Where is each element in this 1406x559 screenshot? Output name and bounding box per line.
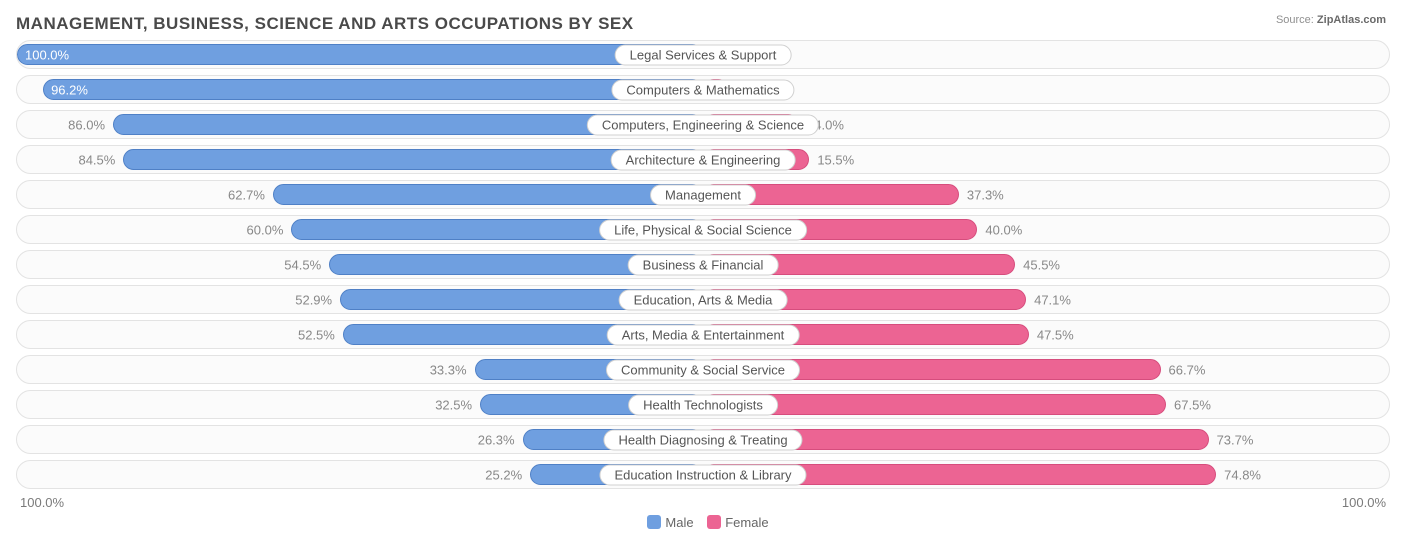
female-pct-label: 45.5% <box>1023 257 1060 272</box>
data-row: 25.2% 74.8% Education Instruction & Librar… <box>16 460 1390 489</box>
legend-male-label: Male <box>665 515 693 530</box>
chart-source: Source: ZipAtlas.com <box>1276 14 1386 26</box>
chart-area: 100.0%0.0%Legal Services & Support96.2%3… <box>16 40 1390 489</box>
male-pct-label: 96.2% <box>51 82 88 97</box>
female-pct-label: 47.5% <box>1037 327 1074 342</box>
category-label: Health Technologists <box>628 394 778 415</box>
category-label: Business & Financial <box>628 254 779 275</box>
female-pct-label: 47.1% <box>1034 292 1071 307</box>
male-bar <box>43 79 703 100</box>
male-pct-label: 62.7% <box>228 187 265 202</box>
data-row: 96.2%3.8%Computers & Mathematics <box>16 75 1390 104</box>
category-label: Life, Physical & Social Science <box>599 219 807 240</box>
male-pct-label: 52.5% <box>298 327 335 342</box>
male-bar <box>17 44 703 65</box>
axis-left-label: 100.0% <box>20 495 64 510</box>
axis-right-label: 100.0% <box>1342 495 1386 510</box>
source-name: ZipAtlas.com <box>1317 14 1386 26</box>
legend-female-swatch <box>707 515 721 529</box>
data-row: 54.5% 45.5% Business & Financial <box>16 250 1390 279</box>
x-axis: 100.0% 100.0% <box>16 495 1390 513</box>
category-label: Legal Services & Support <box>615 44 792 65</box>
female-pct-label: 40.0% <box>985 222 1022 237</box>
source-prefix: Source: <box>1276 14 1314 26</box>
male-pct-label: 60.0% <box>247 222 284 237</box>
female-pct-label: 74.8% <box>1224 467 1261 482</box>
male-pct-label: 84.5% <box>78 152 115 167</box>
male-pct-label: 100.0% <box>25 47 69 62</box>
data-row: 60.0% 40.0% Life, Physical & Social Scienc… <box>16 215 1390 244</box>
data-row: 86.0%14.0%Computers, Engineering & Scien… <box>16 110 1390 139</box>
legend-male-swatch <box>647 515 661 529</box>
legend-female-label: Female <box>725 515 768 530</box>
male-pct-label: 86.0% <box>68 117 105 132</box>
female-pct-label: 15.5% <box>817 152 854 167</box>
data-row: 84.5% 15.5% Architecture & Engineering <box>16 145 1390 174</box>
category-label: Computers & Mathematics <box>611 79 794 100</box>
female-pct-label: 37.3% <box>967 187 1004 202</box>
data-row: 32.5% 67.5% Health Technologists <box>16 390 1390 419</box>
data-row: 33.3% 66.7% Community & Social Service <box>16 355 1390 384</box>
category-label: Education, Arts & Media <box>619 289 788 310</box>
category-label: Health Diagnosing & Treating <box>603 429 802 450</box>
male-bar <box>273 184 703 205</box>
category-label: Architecture & Engineering <box>611 149 796 170</box>
data-row: 62.7% 37.3% Management <box>16 180 1390 209</box>
category-label: Management <box>650 184 756 205</box>
category-label: Arts, Media & Entertainment <box>607 324 800 345</box>
legend: Male Female <box>16 515 1390 530</box>
category-label: Community & Social Service <box>606 359 800 380</box>
male-pct-label: 32.5% <box>435 397 472 412</box>
male-pct-label: 54.5% <box>284 257 321 272</box>
male-pct-label: 52.9% <box>295 292 332 307</box>
category-label: Computers, Engineering & Science <box>587 114 819 135</box>
female-pct-label: 66.7% <box>1169 362 1206 377</box>
data-row: 52.5% 47.5% Arts, Media & Entertainment <box>16 320 1390 349</box>
male-pct-label: 25.2% <box>485 467 522 482</box>
chart-title: MANAGEMENT, BUSINESS, SCIENCE AND ARTS O… <box>16 14 1390 34</box>
male-pct-label: 26.3% <box>478 432 515 447</box>
category-label: Education Instruction & Library <box>599 464 806 485</box>
data-row: 26.3% 73.7% Health Diagnosing & Treating <box>16 425 1390 454</box>
data-row: 100.0%0.0%Legal Services & Support <box>16 40 1390 69</box>
female-pct-label: 67.5% <box>1174 397 1211 412</box>
male-pct-label: 33.3% <box>430 362 467 377</box>
female-pct-label: 73.7% <box>1217 432 1254 447</box>
data-row: 52.9% 47.1% Education, Arts & Media <box>16 285 1390 314</box>
